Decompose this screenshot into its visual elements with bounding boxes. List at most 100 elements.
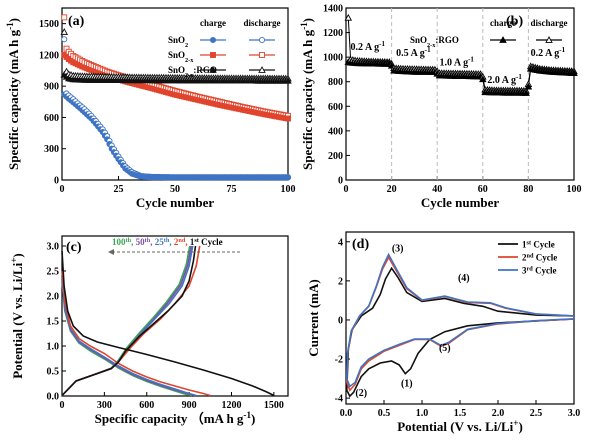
panel-label: (b) [506,14,523,29]
x-tick-label: 60 [478,184,488,195]
x-tick-label: 0.5 [378,408,391,419]
legend-header-charge: charge [490,18,516,28]
legend-header-discharge: discharge [531,18,568,28]
cv-curve-3 [346,252,575,388]
legend-arrow-head [108,249,114,255]
y-tick-label: 0 [338,315,343,326]
curve-1st-discharge [61,250,275,397]
y-tick-label: 0.5 [47,367,60,378]
legend-label: SnO2-x [168,50,194,64]
x-tick-label: 100 [281,184,296,195]
panel-label: (d) [352,237,369,252]
cycle-legend: 100th, 50th, 25th, 2nd, 1st Cycle [112,237,223,248]
y-tick-label: 4 [338,237,343,248]
charge-point [522,89,530,96]
y-tick-label: -2 [335,355,343,366]
y-tick-label: 600 [44,113,59,124]
y-tick-label: 200 [328,151,343,162]
y-tick-label: 1500 [39,19,59,30]
y-tick-label: 1000 [323,53,343,64]
y-tick-label: 1200 [323,28,343,39]
legend-marker-discharge [259,52,265,58]
peak-label: (4) [458,273,470,284]
y-tick-label: 900 [44,82,59,93]
legend-marker-discharge [545,36,553,43]
curve-25th-discharge [61,275,197,397]
y-axis-label: Specific capacity (mA h g-1) [299,18,315,170]
panel-c: 0 300 600 900 1200 1500 0.0 0.5 1.0 1.5 2.0 2.5 3.0 (… [9,235,289,426]
y-tick-label: 0 [54,176,59,187]
rate-label: 0.5 A g-1 [396,46,431,59]
charge-point [285,115,291,122]
x-tick-label: 1.5 [454,408,467,419]
y-tick-label: 0 [338,176,343,187]
legend-label: SnO2 [168,35,188,49]
y-tick-label: 2 [338,276,343,287]
y-tick-label: 300 [44,144,59,155]
peak-label: (1) [401,378,413,389]
x-tick-label: 20 [387,184,397,195]
legend-header-charge: charge [200,18,226,28]
x-tick-label: 300 [97,400,112,411]
charge-point [284,76,292,84]
y-tick-label: 1.5 [47,317,60,328]
x-tick-label: 900 [182,400,197,411]
x-tick-label: 1200 [222,400,242,411]
x-tick-label: 100 [567,184,582,195]
y-tick-label: 1400 [323,4,343,15]
y-tick-label: 2.0 [47,292,60,303]
curve-1st-charge [61,245,197,397]
x-tick-label: 2.0 [492,408,505,419]
y-axis-label: Current (mA) [306,279,321,356]
panel-label: (c) [66,240,82,255]
y-tick-label: 3.0 [47,242,60,253]
y-tick-label: 600 [328,102,343,113]
discharge-point [61,14,68,21]
y-tick-label: 1.0 [47,342,60,353]
legend-label: 3rd Cycle [522,265,557,276]
legend-header-discharge: discharge [244,18,281,28]
plot-frame [345,7,575,181]
y-tick-label: 0.0 [47,392,60,403]
x-tick-label: 25 [114,184,124,195]
rate-label: 0.2 A g-1 [531,46,566,59]
y-tick-label: -4 [335,394,343,405]
y-tick-label: 2.5 [47,267,60,278]
panel-d: 0.0 0.5 1.0 1.5 2.0 2.5 3.0 -4 -2 0 2 4 (1) (2) (3) (4)… [306,231,580,434]
series-sno2-x-rgo [60,28,292,84]
curve-50th-discharge [61,278,196,397]
charge-point [479,75,487,83]
curve-2nd-discharge [61,270,211,397]
y-axis-label: Potential (V vs. Li/Li+) [9,253,25,379]
x-tick-label: 2.5 [530,408,543,419]
peak-label: (2) [355,388,367,399]
y-tick-label: 800 [328,77,343,88]
y-tick-label: 1200 [39,50,59,61]
charge-point [524,82,533,90]
rate-label: 2.0 A g-1 [487,73,522,86]
cv-curve-1 [346,266,575,398]
x-tick-label: 40 [432,184,442,195]
charge-point [570,69,578,76]
discharge-point [344,13,353,21]
peak-label: (5) [439,343,451,354]
series-sno2 [61,36,292,181]
legend-marker-charge [209,36,217,44]
x-tick-label: 50 [170,184,180,195]
x-tick-label: 0.0 [340,408,353,419]
x-axis-label: Cycle number [136,195,215,210]
peak-label: (3) [392,244,404,255]
legend-label: 2nd Cycle [522,252,557,263]
x-tick-label: 1.0 [416,408,429,419]
curve-100th-charge [61,245,191,397]
discharge-point [61,36,68,43]
plot-frame [61,235,289,397]
legend-marker-charge [499,36,507,43]
legend-marker-discharge [258,66,266,73]
x-axis-label: Specific capacity （mA h g-1) [95,410,256,426]
panel-label: (a) [68,14,85,29]
legend-series-name: SnO2-x:RGO [410,35,459,49]
rate-label: 0.2 A g-1 [351,40,386,53]
legend-marker-charge [209,66,217,73]
